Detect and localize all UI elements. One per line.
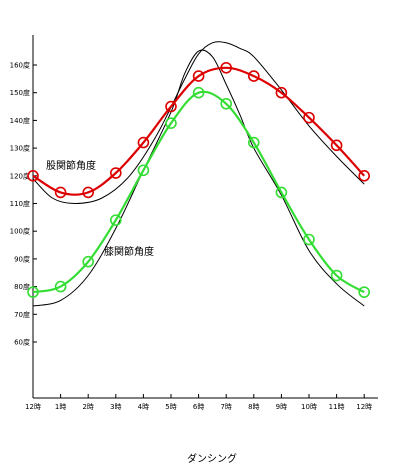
data-point: [358, 286, 371, 298]
x-tick-label: 4時: [138, 403, 149, 411]
x-tick-label: 8時: [248, 403, 259, 411]
data-point: [192, 86, 205, 99]
data-point: [248, 70, 260, 82]
x-tick-label: 3時: [110, 403, 121, 411]
data-point: [275, 186, 288, 199]
data-point: [165, 100, 177, 113]
series-2: [27, 86, 371, 298]
x-tick-label: 12時: [356, 403, 372, 411]
x-tick-label: 2時: [82, 403, 93, 411]
x-tick-label: 11時: [329, 403, 345, 411]
series-layer: [27, 61, 371, 298]
y-tick-label: 120度: [10, 171, 30, 180]
data-point: [192, 70, 205, 82]
x-tick-label: 5時: [165, 403, 176, 411]
x-tick-label: 7時: [220, 403, 231, 411]
data-point: [248, 136, 260, 149]
data-point: [330, 269, 343, 282]
x-tick-label: 1時: [55, 403, 66, 411]
data-point: [110, 214, 122, 226]
series-1: [27, 61, 371, 199]
data-point: [110, 167, 122, 179]
data-point: [303, 233, 315, 246]
data-point: [54, 186, 67, 199]
data-point: [137, 136, 150, 149]
x-tick-label: 6時: [193, 403, 204, 411]
x-tick-label: 12時: [25, 403, 41, 411]
data-point: [82, 186, 94, 199]
y-tick-label: 110度: [10, 199, 30, 208]
axes: 60度 70度 80度 90度 100度 110度 120度 130度 140度 150度 160度…: [10, 35, 378, 411]
series-labels: 股関節角度 膝関節角度: [46, 159, 154, 258]
reference-line-1: [32, 41, 365, 205]
x-tick-label: 9時: [276, 403, 287, 411]
data-point: [220, 97, 232, 110]
y-tick-label: 140度: [10, 116, 30, 125]
data-point: [303, 111, 315, 124]
data-point: [358, 170, 371, 182]
x-tick-label: 10時: [301, 403, 317, 411]
series-line-2: [32, 90, 365, 294]
series-label-hip: 股関節角度: [46, 159, 96, 172]
y-tick-label: 160度: [10, 61, 30, 70]
reference-lines: [32, 41, 365, 307]
series-label-knee: 膝関節角度: [104, 245, 154, 258]
series-line-1: [32, 66, 366, 196]
data-point: [330, 139, 343, 152]
y-tick-label: 130度: [10, 144, 30, 153]
y-tick-label: 90度: [14, 254, 30, 263]
y-tick-label: 150度: [10, 88, 30, 97]
reference-line-2: [32, 49, 365, 307]
data-point: [54, 280, 67, 293]
data-point: [27, 170, 39, 182]
data-point: [27, 286, 39, 298]
x-axis-title: ダンシング: [187, 452, 237, 465]
data-point: [82, 255, 94, 268]
data-point: [220, 61, 232, 74]
y-tick-label: 80度: [14, 282, 30, 291]
data-point: [275, 86, 288, 99]
data-point: [137, 164, 150, 177]
data-point: [165, 117, 177, 129]
y-tick-label: 60度: [14, 338, 30, 347]
y-tick-label: 70度: [14, 310, 30, 319]
y-tick-label: 100度: [10, 227, 30, 236]
